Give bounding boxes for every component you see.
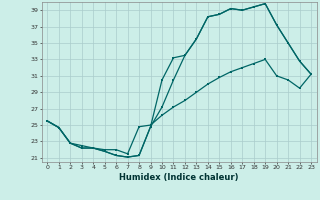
X-axis label: Humidex (Indice chaleur): Humidex (Indice chaleur) — [119, 173, 239, 182]
